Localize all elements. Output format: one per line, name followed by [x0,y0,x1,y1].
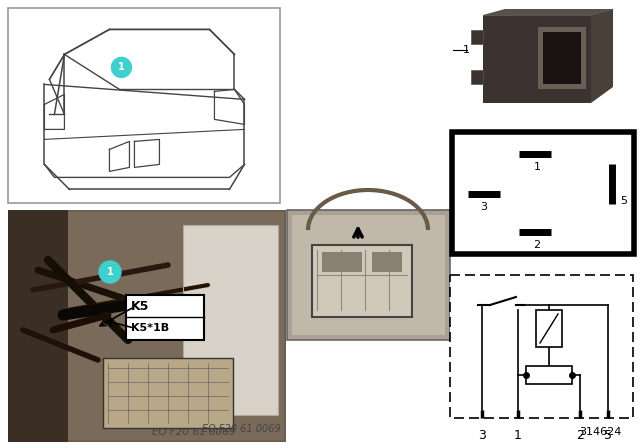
Text: 3: 3 [478,429,486,442]
Bar [450,275,633,418]
Bar [536,310,562,347]
Bar [322,252,362,272]
Bar [183,225,278,415]
Polygon shape [591,9,613,103]
Bar [526,366,572,384]
Text: 2: 2 [533,240,541,250]
Polygon shape [471,30,483,44]
Bar [126,295,204,340]
Text: 2: 2 [576,429,584,442]
Text: 5: 5 [604,429,612,442]
Text: K5: K5 [131,300,149,313]
Circle shape [111,57,131,78]
Polygon shape [591,21,601,37]
Text: K5*1B: K5*1B [131,323,169,333]
Text: 1: 1 [514,429,522,442]
Bar [287,210,450,340]
Bar [538,27,586,89]
Text: 1: 1 [118,62,125,73]
Bar [8,210,68,442]
Bar [183,225,278,415]
Text: 1: 1 [534,162,541,172]
Bar [8,210,286,442]
Text: EO F20 61 0069: EO F20 61 0069 [202,424,281,434]
Bar [452,132,634,254]
Bar [372,252,402,272]
Bar [10,212,284,440]
Polygon shape [471,70,483,84]
Bar [483,15,591,103]
Polygon shape [483,9,613,15]
Text: 1: 1 [107,267,113,277]
Bar [8,8,280,203]
Circle shape [99,261,121,283]
Text: EO F20 61 0069: EO F20 61 0069 [152,427,235,437]
Bar [543,32,581,84]
Text: 5: 5 [620,196,627,206]
Text: 314624: 314624 [580,427,622,437]
Text: 1: 1 [463,45,470,55]
Bar [103,358,233,428]
Bar [292,215,445,335]
Bar [312,245,412,317]
Text: 3: 3 [481,202,488,212]
